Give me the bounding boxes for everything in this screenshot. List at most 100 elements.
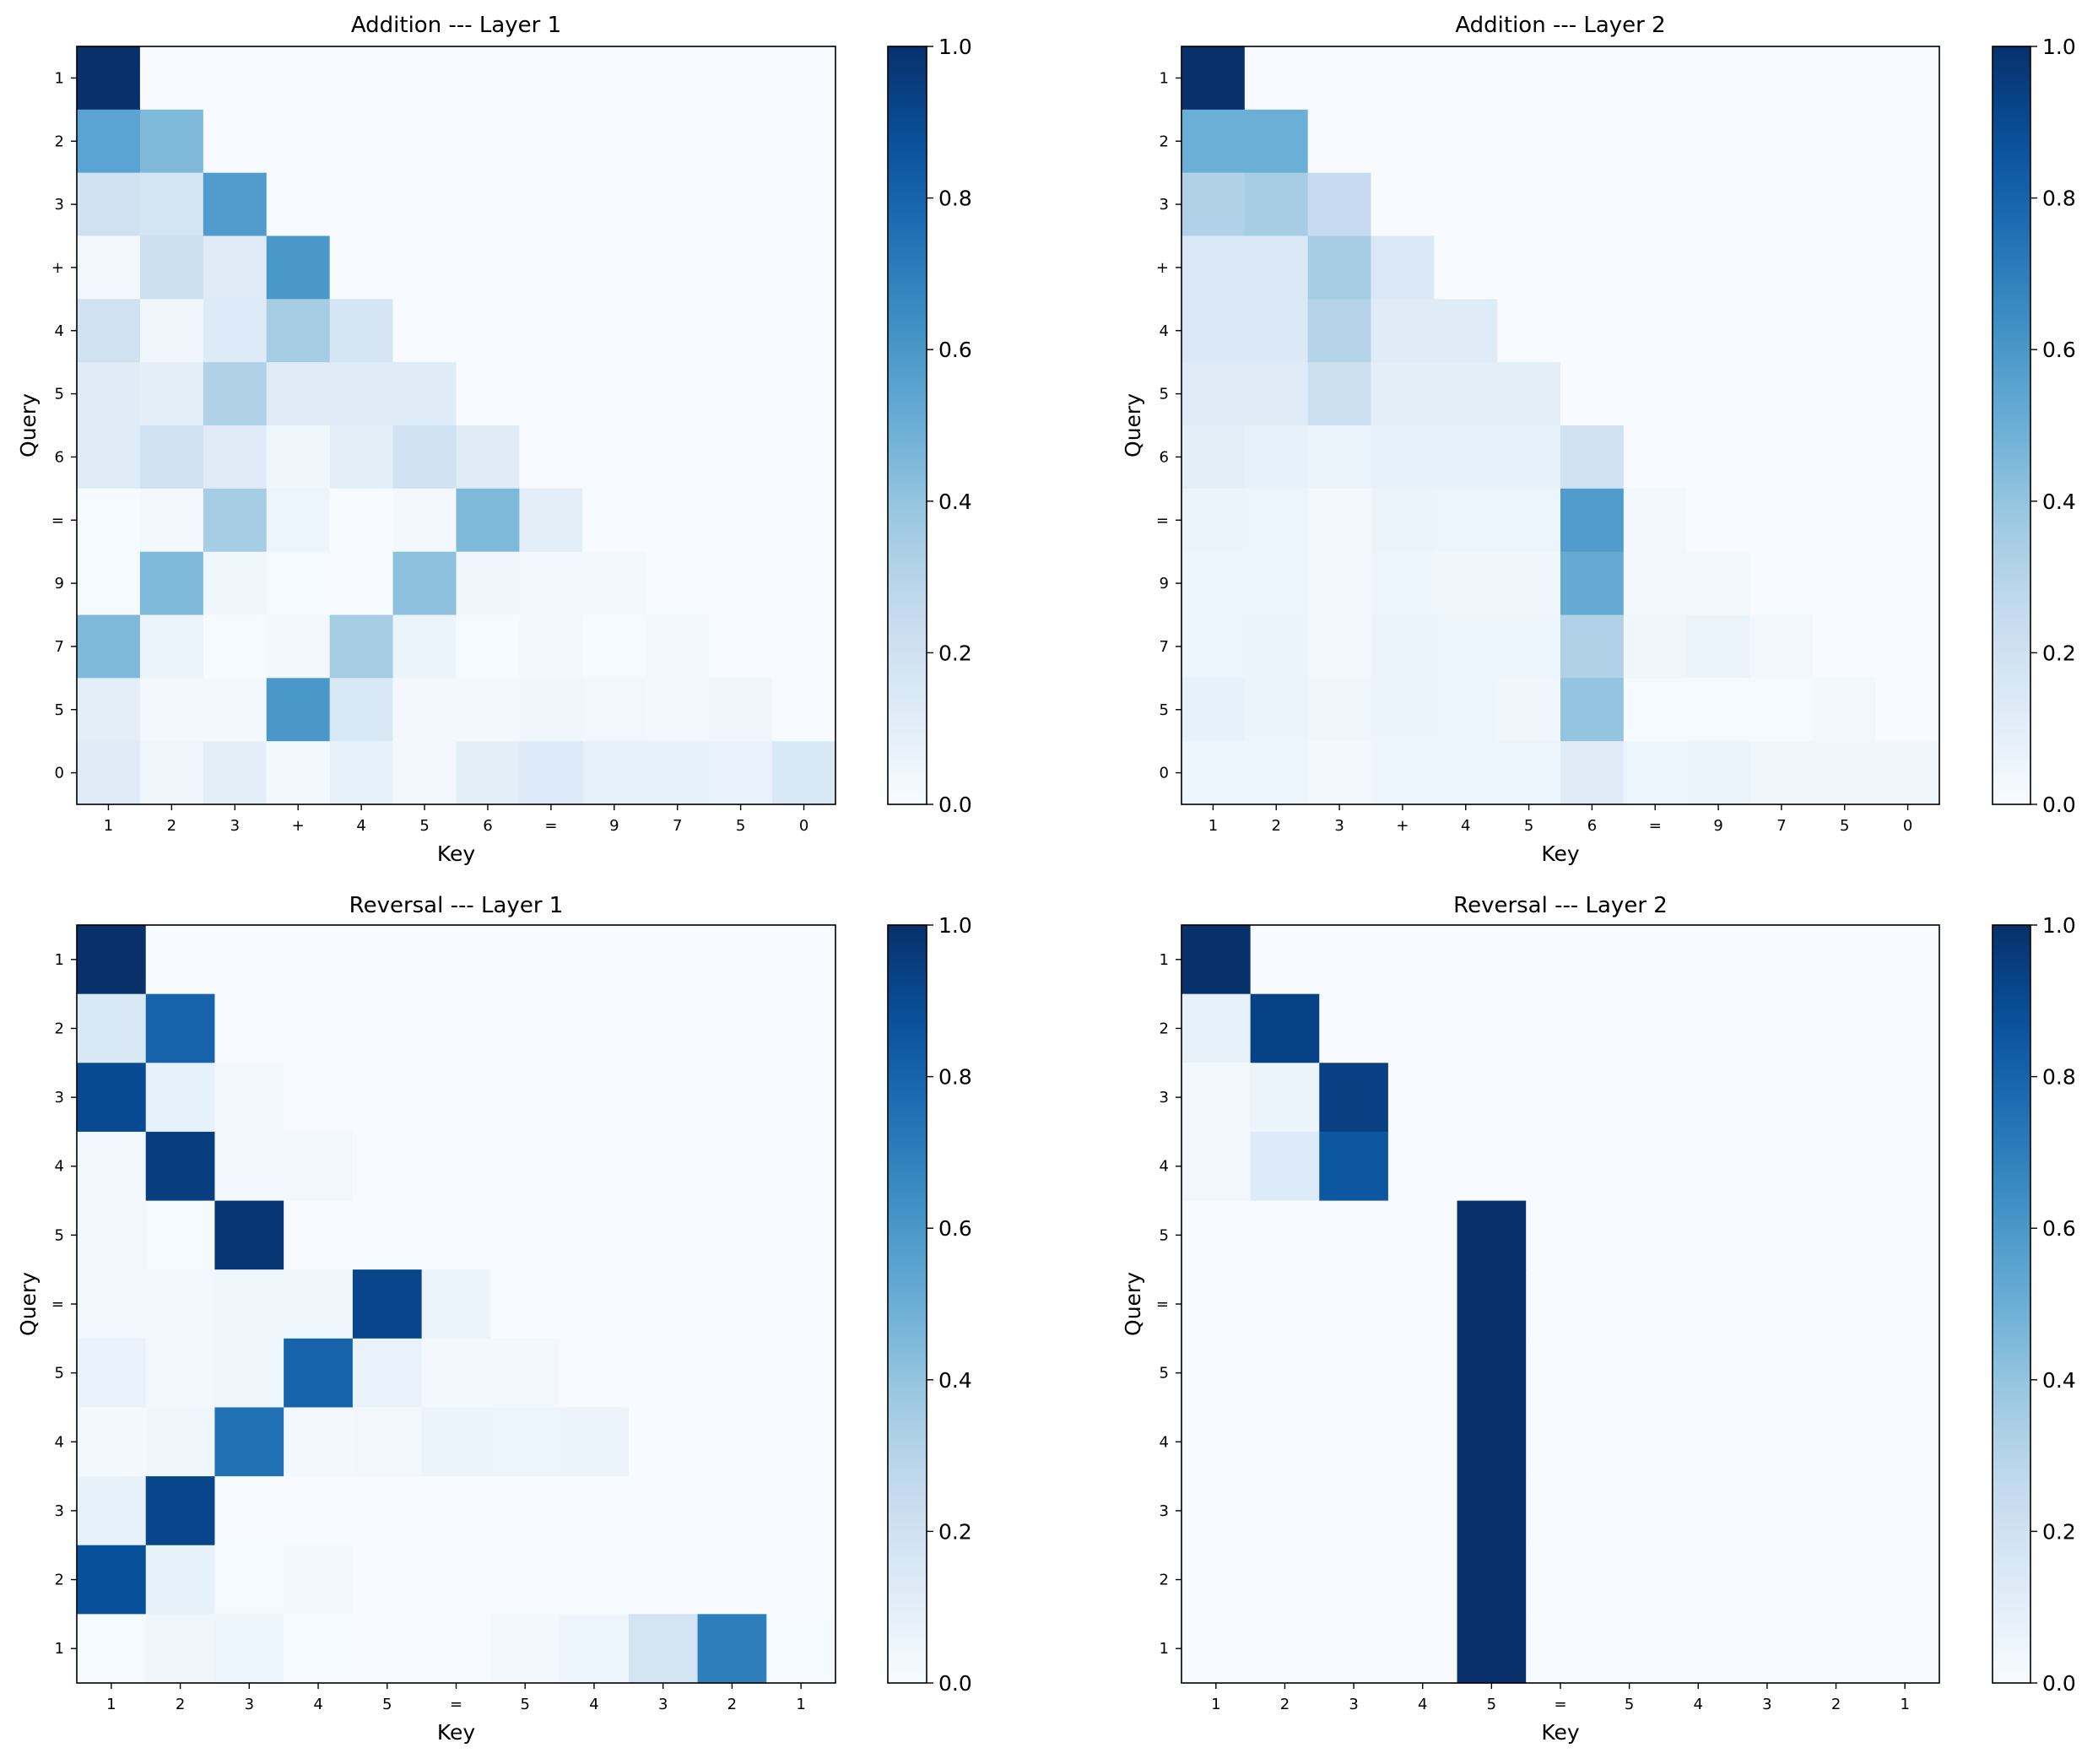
heatmap-cell [139, 172, 204, 237]
heatmap-cell [421, 1407, 491, 1477]
heatmap-cell [1250, 1614, 1320, 1684]
y-tick-label: 1 [55, 1640, 64, 1658]
heatmap-cell [145, 1614, 216, 1684]
heatmap-cell [1663, 1269, 1733, 1339]
heatmap-cell [145, 1338, 216, 1409]
x-tick-label: 3 [658, 1696, 668, 1713]
heatmap-cell [772, 741, 836, 805]
heatmap-cell [392, 46, 457, 111]
heatmap-cell [1181, 1545, 1252, 1615]
heatmap-cell [421, 993, 491, 1063]
heatmap-cell [352, 1545, 423, 1615]
heatmap-cell [1434, 299, 1498, 363]
heatmap-cell [1876, 235, 1940, 300]
heatmap-cell [766, 1269, 836, 1339]
heatmap-cell [582, 172, 646, 237]
heatmap-cell [352, 1476, 423, 1546]
heatmap-cell [766, 1407, 836, 1477]
heatmap-cell [392, 614, 457, 679]
heatmap-cell [1526, 1338, 1596, 1409]
heatmap-cell [1181, 1131, 1252, 1202]
heatmap-cell [1319, 1063, 1389, 1133]
heatmap-cell [1434, 488, 1498, 553]
heatmap-cell [1497, 46, 1561, 111]
y-axis-label: Query [1121, 1272, 1145, 1336]
heatmap-cell [284, 1545, 354, 1615]
heatmap-cell [1307, 46, 1372, 111]
heatmap-cell [392, 678, 457, 742]
heatmap-cell [1244, 109, 1309, 174]
colorbar-fill [888, 46, 927, 804]
x-tick-label: 0 [799, 817, 808, 835]
heatmap-cell [284, 1131, 354, 1202]
heatmap-cell [1434, 46, 1498, 111]
colorbar-tick-label: 0.2 [2042, 641, 2076, 665]
heatmap-cell [1733, 1614, 1803, 1684]
heatmap-cell [519, 109, 583, 174]
y-tick-label: 5 [55, 386, 64, 403]
axes-frame [76, 46, 836, 805]
x-tick-label: 1 [796, 1696, 805, 1713]
heatmap-cell [139, 235, 204, 300]
heatmap-cell [266, 46, 331, 111]
heatmap-cell [456, 235, 521, 300]
heatmap-cell [646, 172, 710, 237]
colorbar-frame [1992, 924, 2031, 1684]
heatmap-cell [1457, 1063, 1527, 1133]
heatmap-cell [1594, 1407, 1665, 1477]
heatmap-cell [1749, 235, 1814, 300]
colorbar-tick-label: 0.4 [938, 1368, 972, 1393]
y-tick-label: 5 [55, 1365, 64, 1383]
y-tick-label: 5 [1160, 386, 1169, 403]
heatmap-cell [1250, 1200, 1320, 1270]
heatmap-cell [1307, 235, 1372, 300]
heatmap-cell [1733, 1269, 1803, 1339]
x-tick-label: 4 [1418, 1696, 1427, 1713]
heatmap-cell [560, 1545, 630, 1615]
heatmap-cell [421, 1545, 491, 1615]
heatmap-cell [1497, 614, 1561, 679]
heatmap-cell [709, 172, 773, 237]
heatmap-cell [1387, 925, 1458, 995]
y-tick-label: 5 [1160, 701, 1169, 719]
heatmap-cell [560, 1269, 630, 1339]
heatmap-cell [1250, 1269, 1320, 1339]
x-tick-label: 5 [736, 817, 745, 835]
heatmap-cell [709, 741, 773, 805]
heatmap-cell [1801, 1200, 1871, 1270]
heatmap-cell [77, 488, 141, 553]
heatmap-cell [1181, 1614, 1252, 1684]
heatmap-cell [490, 1614, 560, 1684]
heatmap-cell [1801, 1545, 1871, 1615]
heatmap-cell [329, 235, 394, 300]
y-tick-label: 5 [55, 1226, 64, 1244]
heatmap-cell [456, 678, 521, 742]
heatmap-cell [456, 109, 521, 174]
heatmap-cell [1623, 109, 1688, 174]
heatmap-cell [646, 551, 710, 616]
heatmap-cell [1594, 1476, 1665, 1546]
heatmap-cell [1307, 425, 1372, 490]
heatmap-cell [1686, 362, 1751, 426]
heatmap-cell [709, 299, 773, 363]
heatmap-cell [1623, 425, 1688, 490]
x-tick-label: 2 [727, 1696, 737, 1713]
heatmap-cell [1733, 1476, 1803, 1546]
heatmap-cell [77, 1269, 147, 1339]
heatmap-cell [1387, 1131, 1458, 1202]
heatmap-cell [203, 678, 268, 742]
colorbar-tick-label: 0.0 [2042, 793, 2076, 817]
heatmap-cell [392, 551, 457, 616]
heatmap-cell [1686, 614, 1751, 679]
heatmap-cell [1387, 1545, 1458, 1615]
heatmap-cell [1801, 1131, 1871, 1202]
heatmap-cell [1371, 235, 1435, 300]
heatmap-cell [214, 1200, 284, 1270]
heatmap-cell [560, 1614, 630, 1684]
heatmap-cell [456, 551, 521, 616]
heatmap-cell [203, 172, 268, 237]
heatmap-cell [145, 1063, 216, 1133]
heatmap-cell [709, 109, 773, 174]
heatmap-cell [1457, 925, 1527, 995]
heatmap-cell [1244, 46, 1309, 111]
